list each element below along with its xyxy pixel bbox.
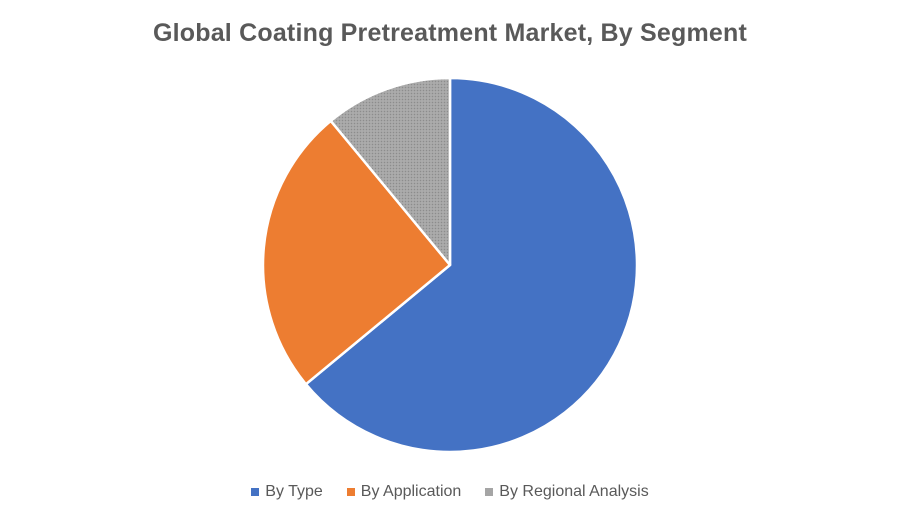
pie-slice-by-application <box>261 119 452 386</box>
chart-title: Global Coating Pretreatment Market, By S… <box>152 19 748 47</box>
legend-swatch-by-regional-analysis <box>485 488 494 496</box>
legend-label-by-application: By Application <box>360 483 462 500</box>
legend-swatch-by-application <box>346 488 355 496</box>
legend-label-by-type: By Type <box>265 483 323 500</box>
legend-swatch-by-type <box>251 488 260 496</box>
legend-item-by-type: By Type <box>251 483 323 501</box>
legend-item-by-application: By Application <box>346 483 462 501</box>
pie-slice-by-regional-analysis <box>329 76 452 267</box>
pie-slice-by-type <box>304 76 639 454</box>
pie-slices <box>261 76 639 454</box>
legend-item-by-regional-analysis: By Regional Analysis <box>485 483 649 501</box>
legend: By Type By Application By Regional Analysi… <box>0 483 900 501</box>
legend-label-by-regional-analysis: By Regional Analysis <box>499 483 649 500</box>
